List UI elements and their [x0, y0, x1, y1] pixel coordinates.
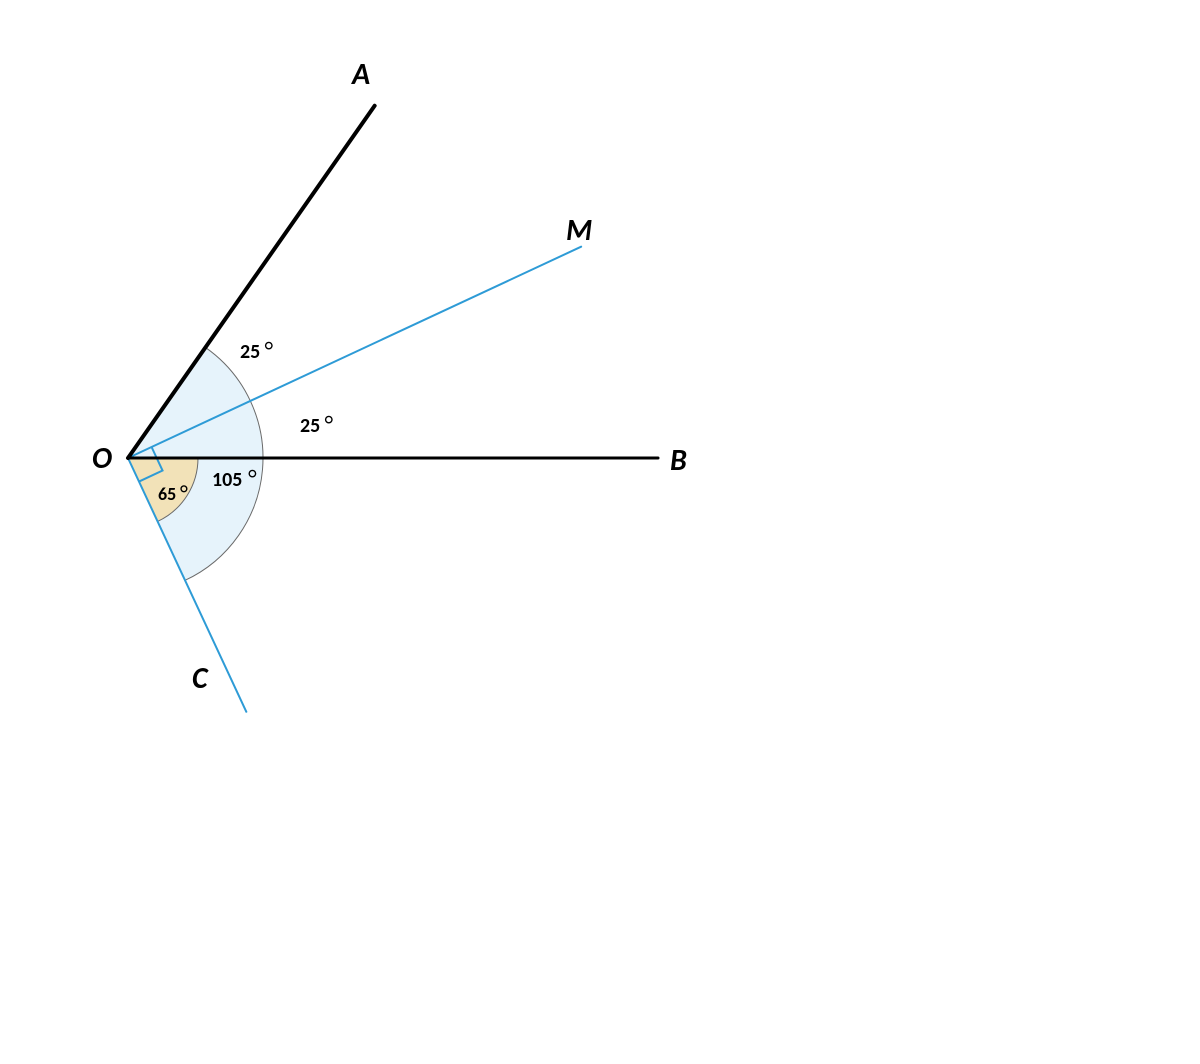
point-label-O: O	[92, 440, 112, 477]
point-label-B: B	[670, 442, 687, 479]
ray-OM	[128, 247, 581, 458]
degree-icon	[266, 342, 272, 348]
degree-icon	[326, 416, 332, 422]
svg-text:65: 65	[158, 483, 176, 505]
angle-label-AOM: 25	[240, 340, 272, 364]
point-label-C: C	[192, 660, 209, 697]
svg-text:25: 25	[300, 414, 320, 438]
point-label-M: M	[566, 212, 592, 249]
point-label-A: A	[350, 56, 370, 93]
svg-text:105: 105	[212, 468, 242, 492]
svg-text:25: 25	[240, 340, 260, 364]
angle-label-MOB: 25	[300, 414, 332, 438]
